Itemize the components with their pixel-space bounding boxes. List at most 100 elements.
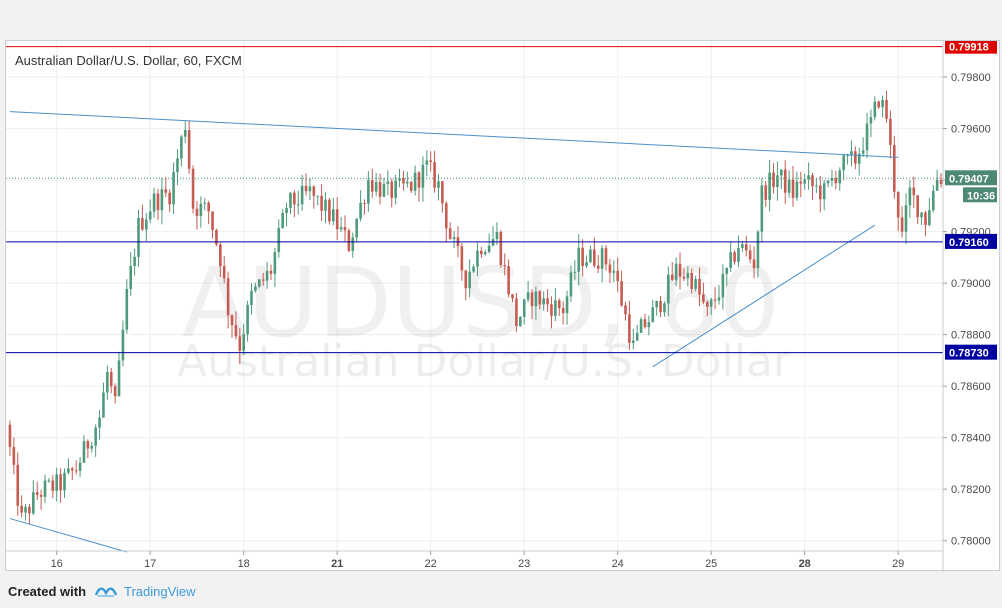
candle-body bbox=[581, 247, 584, 267]
candle-body bbox=[402, 178, 405, 184]
candle-body bbox=[487, 245, 491, 253]
candle-body bbox=[187, 130, 191, 169]
candle-body bbox=[367, 180, 370, 204]
candle-body bbox=[460, 246, 464, 271]
y-tick-label: 0.79800 bbox=[951, 72, 991, 84]
candle-body bbox=[877, 101, 881, 108]
candle-body bbox=[577, 247, 581, 272]
candle-body bbox=[900, 217, 904, 232]
countdown-label: 10:36 bbox=[967, 190, 995, 202]
candle-body bbox=[748, 250, 752, 260]
candle-body bbox=[468, 271, 471, 289]
candle-body bbox=[729, 252, 732, 268]
candle-body bbox=[141, 218, 144, 230]
candle-body bbox=[246, 304, 249, 335]
candle-body bbox=[324, 199, 327, 211]
candle-body bbox=[628, 314, 631, 343]
candle-body bbox=[507, 266, 510, 295]
candle-body bbox=[924, 212, 927, 225]
candle-body bbox=[234, 325, 238, 337]
candle-body bbox=[896, 191, 900, 218]
candle-body bbox=[215, 230, 218, 245]
candle-body bbox=[604, 248, 608, 265]
candle-body bbox=[776, 175, 779, 188]
candle-body bbox=[433, 162, 436, 188]
candle-body bbox=[480, 250, 483, 255]
candle-body bbox=[589, 249, 592, 263]
candle-body bbox=[238, 336, 242, 351]
candle-body bbox=[121, 329, 125, 361]
candle-body bbox=[113, 386, 117, 397]
candle-body bbox=[168, 192, 171, 205]
x-tick-label: 29 bbox=[892, 558, 904, 570]
x-tick-label: 25 bbox=[705, 558, 717, 570]
candle-body bbox=[429, 160, 432, 163]
candle-body bbox=[686, 272, 690, 279]
level-price-tag bbox=[945, 233, 997, 249]
candle-body bbox=[164, 189, 168, 193]
trendline bbox=[652, 224, 876, 368]
x-tick-label: 16 bbox=[51, 558, 63, 570]
candle-body bbox=[519, 317, 522, 327]
chart-panel[interactable]: AUDUSD, 60 Australian Dollar/U.S. Dollar 0… bbox=[5, 40, 1001, 572]
candle-body bbox=[768, 172, 771, 200]
candle-body bbox=[148, 211, 152, 220]
candle-body bbox=[359, 202, 362, 219]
y-tick-label: 0.78200 bbox=[951, 484, 991, 496]
candle-body bbox=[838, 170, 842, 184]
candle-body bbox=[737, 247, 740, 262]
candle-body bbox=[339, 227, 343, 230]
candle-body bbox=[569, 272, 573, 297]
candle-body bbox=[117, 360, 121, 397]
tradingview-logo-icon bbox=[94, 587, 118, 597]
candle-body bbox=[78, 462, 82, 471]
candle-body bbox=[803, 179, 806, 184]
candle-body bbox=[211, 211, 214, 231]
candle-body bbox=[476, 250, 479, 267]
candle-body bbox=[74, 470, 78, 472]
top-bar bbox=[0, 0, 1002, 40]
candle-body bbox=[390, 181, 394, 198]
candle-body bbox=[612, 270, 616, 273]
candle-body bbox=[854, 151, 857, 164]
y-tick-label: 0.79600 bbox=[951, 124, 991, 136]
candle-body bbox=[160, 189, 164, 211]
candle-body bbox=[912, 187, 916, 196]
candle-body bbox=[296, 204, 300, 206]
y-tick-label: 0.78800 bbox=[951, 330, 991, 342]
candle-body bbox=[82, 441, 86, 463]
candle-body bbox=[643, 319, 647, 328]
level-price-tag bbox=[945, 344, 997, 360]
candle-body bbox=[815, 185, 818, 187]
x-tick-label: 24 bbox=[612, 558, 624, 570]
candle-body bbox=[448, 228, 452, 239]
candle-body bbox=[565, 296, 569, 314]
candle-body bbox=[756, 231, 760, 269]
y-tick-label: 0.78400 bbox=[951, 433, 991, 445]
candle-body bbox=[639, 319, 643, 333]
candle-body bbox=[522, 299, 526, 318]
tradingview-link[interactable]: TradingView bbox=[124, 583, 196, 599]
candle-body bbox=[394, 180, 397, 198]
candle-body bbox=[304, 185, 308, 192]
candle-body bbox=[752, 259, 756, 269]
candle-body bbox=[538, 291, 542, 305]
candle-body bbox=[546, 298, 549, 305]
candle-body bbox=[744, 244, 748, 251]
watermark-name: Australian Dollar/U.S. Dollar bbox=[177, 336, 792, 387]
candle-body bbox=[807, 175, 810, 180]
candle-body bbox=[702, 294, 705, 302]
candle-body bbox=[713, 299, 717, 301]
candle-body bbox=[780, 169, 783, 176]
y-tick-label: 0.78000 bbox=[951, 536, 991, 548]
candle-body bbox=[90, 445, 94, 449]
candle-body bbox=[230, 315, 234, 326]
candle-body bbox=[511, 294, 514, 299]
candle-body bbox=[86, 441, 90, 449]
x-tick-label: 21 bbox=[331, 558, 343, 570]
candle-body bbox=[382, 184, 386, 197]
last-price-tag bbox=[945, 170, 997, 186]
candle-body bbox=[842, 155, 845, 171]
candle-body bbox=[600, 248, 604, 269]
